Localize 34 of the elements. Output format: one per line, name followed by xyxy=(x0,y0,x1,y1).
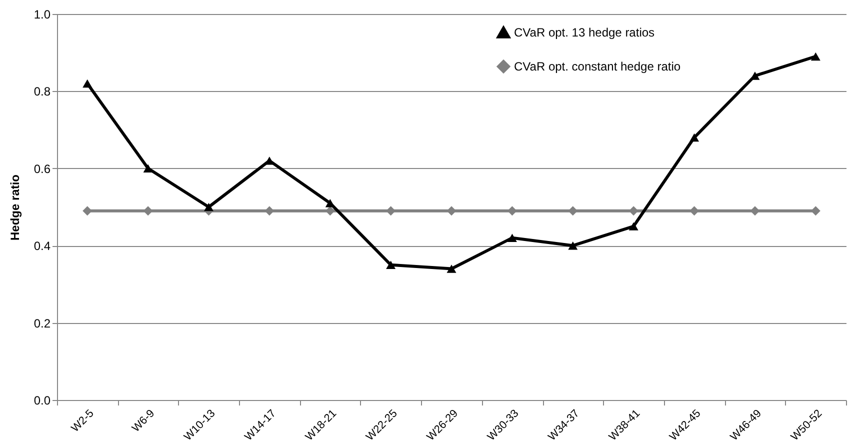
point xyxy=(628,206,638,216)
point xyxy=(386,260,396,270)
legend-label: CVaR opt. 13 hedge ratios xyxy=(514,26,655,40)
y-tick-label: 1.0 xyxy=(34,8,51,22)
point xyxy=(325,199,335,208)
point xyxy=(810,206,820,216)
point xyxy=(446,264,456,273)
y-tick-label: 0.2 xyxy=(34,316,51,330)
point xyxy=(568,241,578,250)
y-tick-label: 0.8 xyxy=(34,84,51,99)
point xyxy=(690,206,700,216)
point xyxy=(446,206,456,216)
point xyxy=(143,164,153,173)
legend-label: CVaR opt. constant hedge ratio xyxy=(514,60,681,74)
point xyxy=(264,156,274,165)
y-tick-label: 0.6 xyxy=(34,162,51,176)
point xyxy=(507,206,517,216)
y-tick-label: 0.4 xyxy=(34,239,51,254)
y-axis-title: Hedge ratio xyxy=(8,174,22,241)
point xyxy=(690,133,700,142)
point xyxy=(628,222,638,230)
point xyxy=(264,206,274,216)
point xyxy=(750,206,760,216)
point xyxy=(82,206,92,216)
point xyxy=(750,72,760,80)
point xyxy=(82,79,92,88)
point xyxy=(325,206,335,216)
point xyxy=(143,206,153,216)
y-tick-label: 0.0 xyxy=(34,394,51,408)
point xyxy=(568,206,578,216)
point xyxy=(204,202,214,212)
point xyxy=(386,206,396,216)
point xyxy=(507,234,517,242)
point xyxy=(810,52,820,61)
